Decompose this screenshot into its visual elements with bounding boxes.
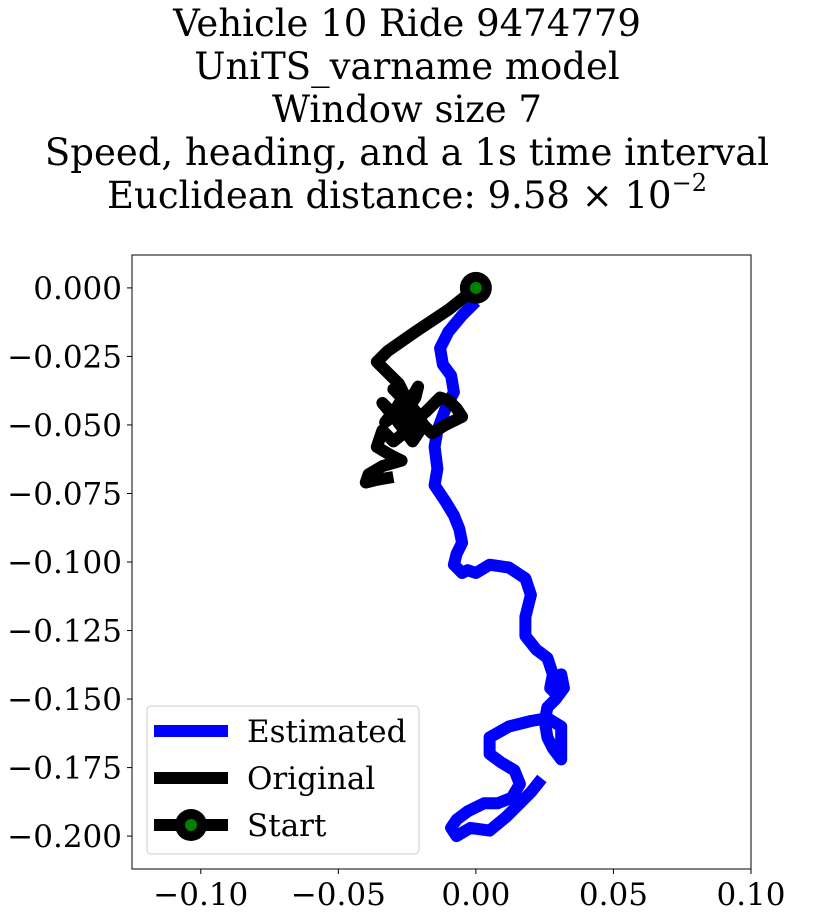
marker-layer [459, 271, 492, 304]
x-tick-label: −0.05 [291, 877, 386, 913]
series-line-estimated [428, 297, 570, 843]
start-marker-inner [469, 281, 482, 294]
chart-title: Vehicle 10 Ride 9474779 UniTS_varname mo… [0, 2, 814, 217]
y-tick-label: −0.150 [7, 682, 122, 718]
title-line-3: Window size 7 [272, 88, 542, 131]
x-tick-label: 0.00 [441, 877, 510, 913]
legend-box [146, 705, 420, 855]
y-tick-label: 0.000 [33, 271, 122, 307]
title-line-5-base: 10 [624, 174, 672, 217]
x-tick-label: 0.10 [716, 877, 785, 913]
title-line-2: UniTS_varname model [194, 45, 620, 88]
y-tick-label: −0.175 [7, 751, 122, 787]
title-line-5-prefix: Euclidean distance: 9.58 [107, 174, 570, 217]
title-line-5-times: × [581, 174, 613, 217]
y-tick-label: −0.125 [7, 614, 122, 650]
legend-label-original: Original [247, 761, 375, 797]
y-tick-label: −0.075 [7, 476, 122, 512]
y-tick-label: −0.200 [7, 819, 122, 855]
title-line-4: Speed, heading, and a 1s time interval [44, 131, 770, 174]
y-axis: 0.000 −0.025 −0.050 −0.075 −0.100 −0.125 −0.15… [7, 271, 132, 855]
y-tick-label: −0.025 [7, 339, 122, 375]
y-tick-label: −0.050 [7, 408, 122, 444]
x-tick-label: 0.05 [579, 877, 648, 913]
title-line-5-exponent: −2 [671, 169, 707, 197]
legend-label-start: Start [247, 808, 327, 844]
legend-label-estimated: Estimated [247, 714, 406, 750]
legend: Estimated Original Start [146, 705, 420, 855]
series-layer [359, 283, 570, 843]
y-tick-label: −0.100 [7, 545, 122, 581]
title-line-5: Euclidean distance: 9.58 × 10−2 [0, 171, 814, 217]
legend-start-marker-inner [185, 819, 197, 831]
x-axis: −0.10 −0.05 0.00 0.05 0.10 [153, 869, 786, 913]
series-line-original [359, 283, 480, 489]
x-tick-label: −0.10 [153, 877, 248, 913]
title-line-1: Vehicle 10 Ride 9474779 [173, 2, 641, 45]
